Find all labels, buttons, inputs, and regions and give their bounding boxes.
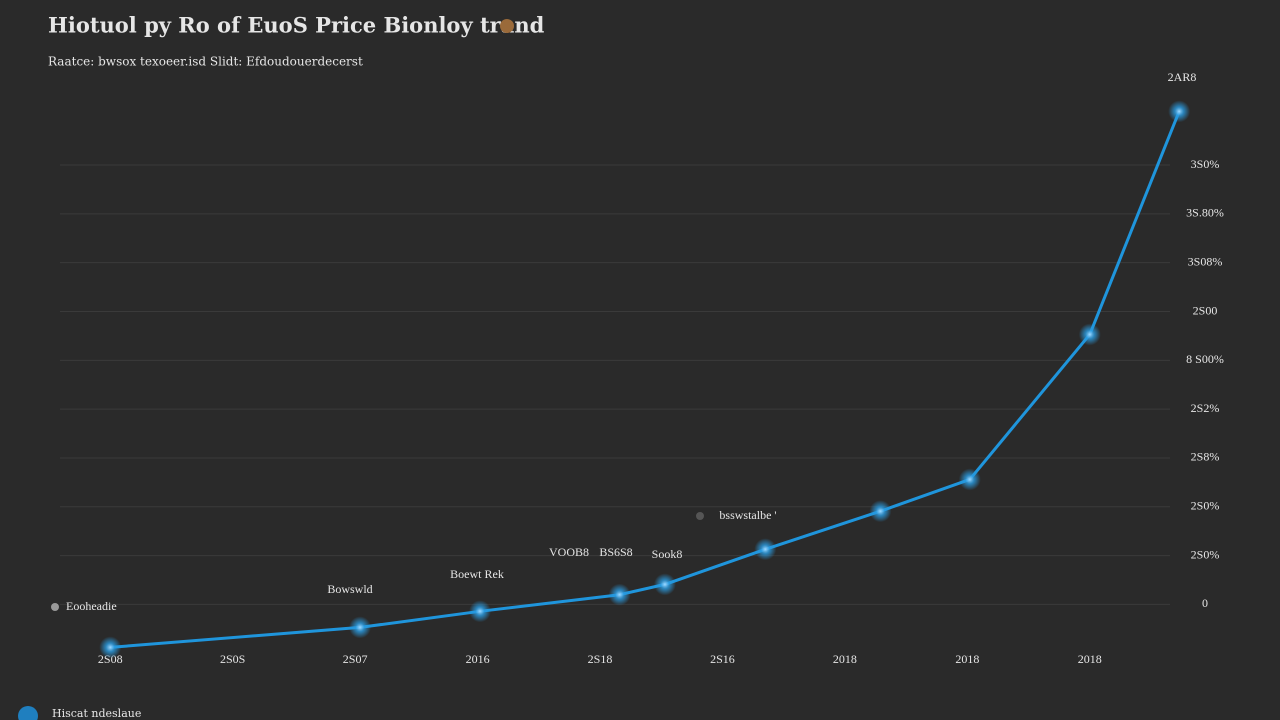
- footer: Hiscat ndeslaue: [52, 707, 141, 720]
- annotation-dot: [51, 603, 59, 611]
- annotation: Boewt Rek: [450, 567, 504, 581]
- chart-title: Hiotuol py Ro of EuoS Price Bionloy tran…: [48, 13, 545, 38]
- annotation-dot: [696, 512, 704, 520]
- annotation: Sook8: [652, 547, 683, 561]
- point-glow: [1078, 323, 1101, 346]
- chart-subtitle: Raatce: bwsox texoeer.isd Slidt: Efdoudo…: [48, 55, 363, 69]
- x-tick-label: 2S16: [710, 652, 735, 666]
- point-glow: [349, 616, 372, 639]
- point-glow: [754, 538, 777, 561]
- y-tick-label: 8 S00%: [1186, 352, 1224, 366]
- title-icon: [500, 19, 514, 33]
- y-tick-label: 3S08%: [1188, 254, 1223, 268]
- annotation: 2AR8: [1168, 70, 1197, 84]
- y-tick-label: 3S.80%: [1186, 206, 1224, 220]
- x-tick-label: 2S07: [343, 652, 368, 666]
- annotation: bsswstalbe ': [719, 508, 776, 522]
- y-tick-label: 2S00: [1193, 303, 1218, 317]
- x-tick-label: 2018: [1078, 652, 1102, 666]
- y-tick-label: 2S0%: [1191, 547, 1220, 561]
- point-glow: [99, 636, 122, 659]
- y-tick-label: 0: [1202, 596, 1208, 610]
- x-tick-label: 2S0S: [220, 652, 245, 666]
- annotation: Eooheadie: [66, 599, 117, 613]
- y-tick-label: 3S0%: [1191, 157, 1220, 171]
- line: [110, 110, 1181, 649]
- x-tick-label: 2S18: [588, 652, 613, 666]
- point-glow: [608, 583, 631, 606]
- y-tick-label: 2S0%: [1191, 499, 1220, 513]
- point-glow: [469, 600, 492, 623]
- x-tick-label: 2018: [833, 652, 857, 666]
- annotation: Bowswld: [327, 582, 372, 596]
- x-tick-label: 2018: [955, 652, 979, 666]
- x-tick-label: 2016: [466, 652, 490, 666]
- y-tick-label: 2S8%: [1191, 450, 1220, 464]
- point-glow: [1168, 100, 1191, 123]
- y-tick-label: 2S2%: [1191, 401, 1220, 415]
- point-glow: [958, 468, 981, 491]
- footer-icon: [18, 706, 38, 720]
- annotation: BS6S8: [599, 545, 632, 559]
- point-glow: [653, 573, 676, 596]
- annotation: VOOB8: [549, 545, 589, 559]
- point-glow: [869, 500, 892, 523]
